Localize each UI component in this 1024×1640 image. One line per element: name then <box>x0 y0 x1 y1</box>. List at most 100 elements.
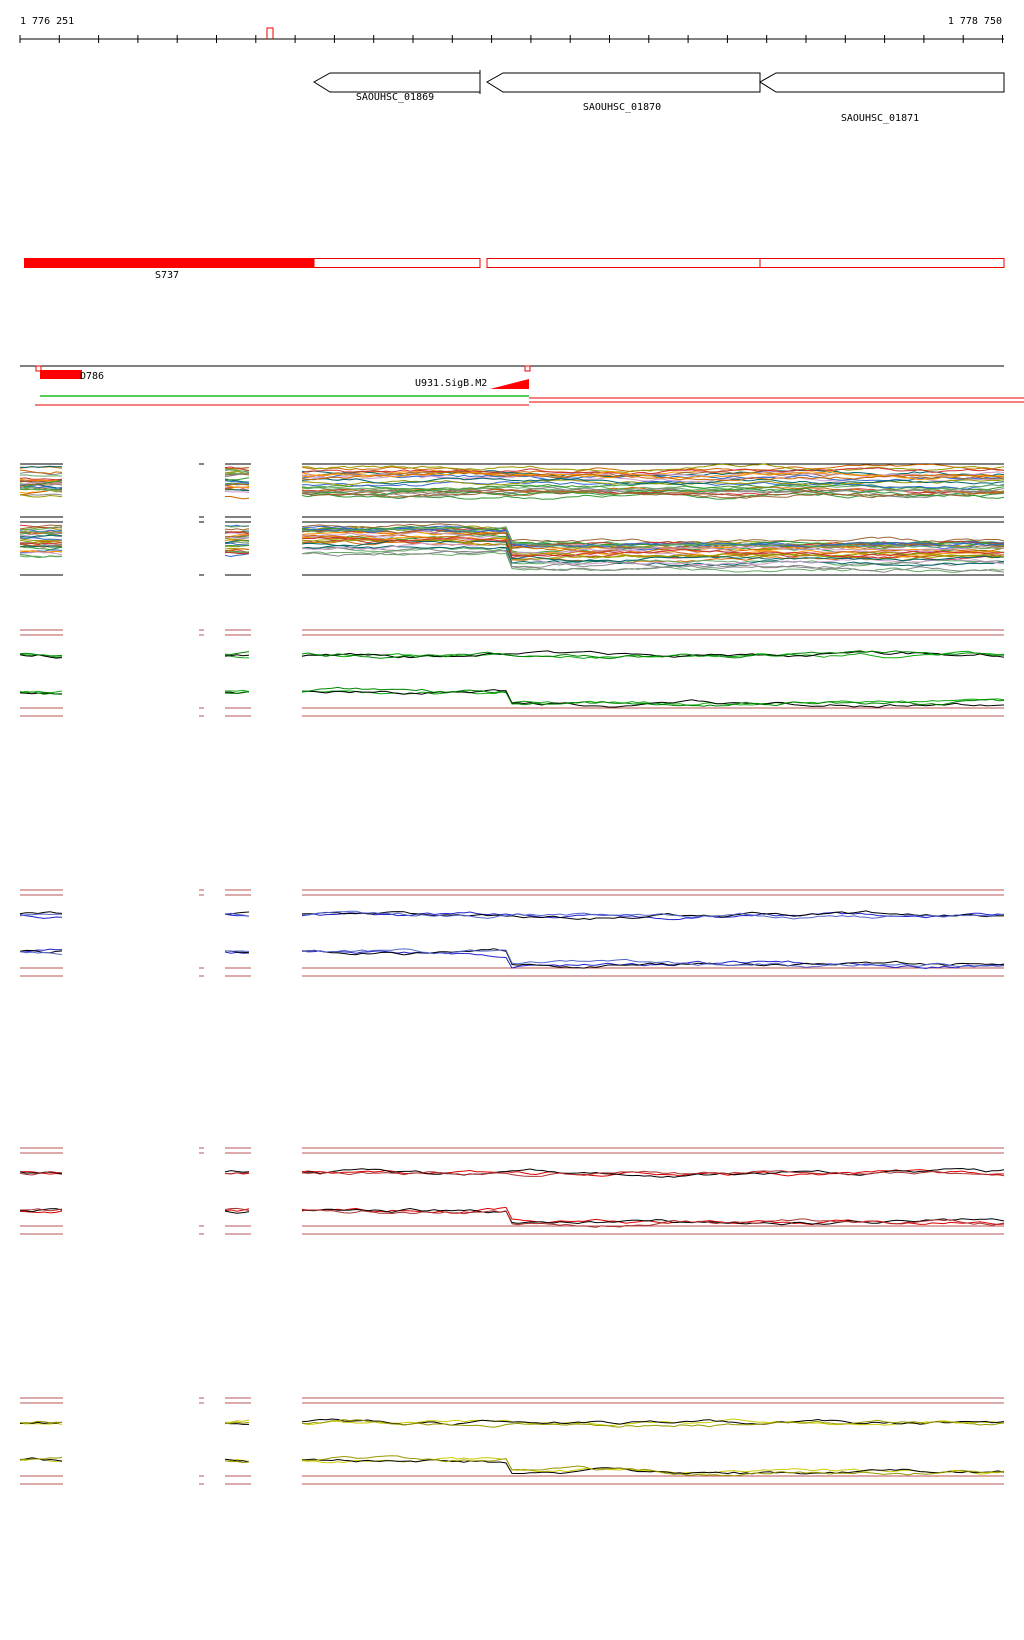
segment-outline <box>486 258 761 268</box>
expression-line <box>19 551 63 556</box>
ruler-ticks <box>19 35 1003 43</box>
expression-line <box>301 542 1005 566</box>
expression-line <box>301 530 1005 556</box>
expression-line <box>19 549 63 553</box>
segment-filled[interactable] <box>24 258 314 268</box>
expression-line <box>19 691 63 695</box>
gene-arrow[interactable] <box>486 72 761 93</box>
expression-line <box>301 1170 1005 1177</box>
expression-line <box>301 536 1005 558</box>
expression-line <box>301 531 1005 554</box>
expression-line <box>224 528 250 531</box>
position-marker <box>266 27 274 39</box>
expression-line <box>19 1420 63 1424</box>
expression-line <box>224 548 250 552</box>
expression-line <box>224 1207 250 1212</box>
gene-label[interactable]: SAOUHSC_01869 <box>356 92 434 103</box>
expression-line <box>224 689 250 693</box>
segment-label[interactable]: S737 <box>155 270 179 281</box>
expression-line <box>301 463 1005 474</box>
expression-line <box>19 652 63 657</box>
expression-line <box>301 948 1005 969</box>
expression-line <box>224 691 250 694</box>
feature-label[interactable]: D786 <box>80 371 104 382</box>
segment-outline <box>759 258 1005 268</box>
expression-line <box>19 555 63 558</box>
expression-line <box>301 1207 1005 1226</box>
expression-line <box>19 544 63 548</box>
expression-line <box>301 1167 1005 1178</box>
expression-line <box>224 950 250 952</box>
gene-label[interactable]: SAOUHSC_01870 <box>583 102 661 113</box>
expression-line <box>19 1170 63 1176</box>
expression-line <box>19 1208 63 1212</box>
expression-line <box>224 1172 250 1175</box>
feature-triangle <box>490 379 529 389</box>
expression-line <box>224 525 250 528</box>
expression-line <box>301 910 1005 921</box>
expression-line <box>301 650 1005 660</box>
expression-line <box>301 1418 1005 1426</box>
expression-line <box>19 465 63 468</box>
expression-line <box>224 1170 250 1173</box>
expression-line <box>224 912 250 917</box>
expression-line <box>224 654 250 657</box>
expression-line <box>224 480 250 484</box>
expression-line <box>19 951 63 955</box>
expression-line <box>301 482 1005 491</box>
expression-line <box>224 1210 250 1214</box>
expression-line <box>224 651 250 656</box>
expression-line <box>19 530 63 534</box>
expression-line <box>19 540 63 545</box>
expression-line <box>301 487 1005 496</box>
expression-line <box>301 535 1005 558</box>
expression-line <box>224 553 250 558</box>
expression-line <box>224 1419 250 1423</box>
expression-line <box>301 526 1005 550</box>
expression-line <box>224 483 250 487</box>
expression-line <box>301 480 1005 490</box>
expression-line <box>19 538 62 542</box>
expression-line <box>224 467 250 470</box>
expression-line <box>301 539 1005 563</box>
expression-line <box>224 1421 250 1425</box>
expression-line <box>19 542 63 546</box>
expression-line <box>301 550 1005 573</box>
expression-line <box>19 654 63 659</box>
expression-line <box>19 469 63 475</box>
expression-line <box>224 536 250 539</box>
segment-outline <box>313 258 481 268</box>
expression-line <box>224 542 250 546</box>
expression-line <box>19 911 63 915</box>
expression-line <box>224 537 250 542</box>
expression-line <box>19 914 63 919</box>
expression-line <box>301 910 1005 920</box>
expression-line <box>19 534 63 538</box>
expression-line <box>19 1457 63 1461</box>
expression-line <box>301 477 1005 485</box>
expression-line <box>19 485 63 490</box>
feature-block[interactable] <box>40 370 82 379</box>
expression-line <box>19 948 63 953</box>
expression-line <box>301 948 1005 968</box>
expression-line <box>224 477 250 481</box>
gene-label[interactable]: SAOUHSC_01871 <box>841 113 919 124</box>
expression-line <box>225 496 250 500</box>
expression-line <box>19 524 63 530</box>
expression-line <box>224 1458 250 1463</box>
feature-label[interactable]: U931.SigB.M2 <box>415 378 487 389</box>
expression-line <box>224 549 250 553</box>
expression-line <box>301 1458 1005 1475</box>
ruler-start: 1 776 251 <box>20 16 74 27</box>
expression-line <box>301 537 1005 559</box>
expression-line <box>19 949 63 954</box>
expression-line <box>301 1455 1005 1477</box>
expression-line <box>301 467 1005 475</box>
expression-line <box>19 537 63 541</box>
expression-line <box>301 1206 1005 1226</box>
gene-arrow[interactable] <box>759 72 1005 93</box>
expression-line <box>224 468 250 472</box>
expression-line <box>19 494 63 498</box>
gene-arrow[interactable] <box>313 72 481 93</box>
